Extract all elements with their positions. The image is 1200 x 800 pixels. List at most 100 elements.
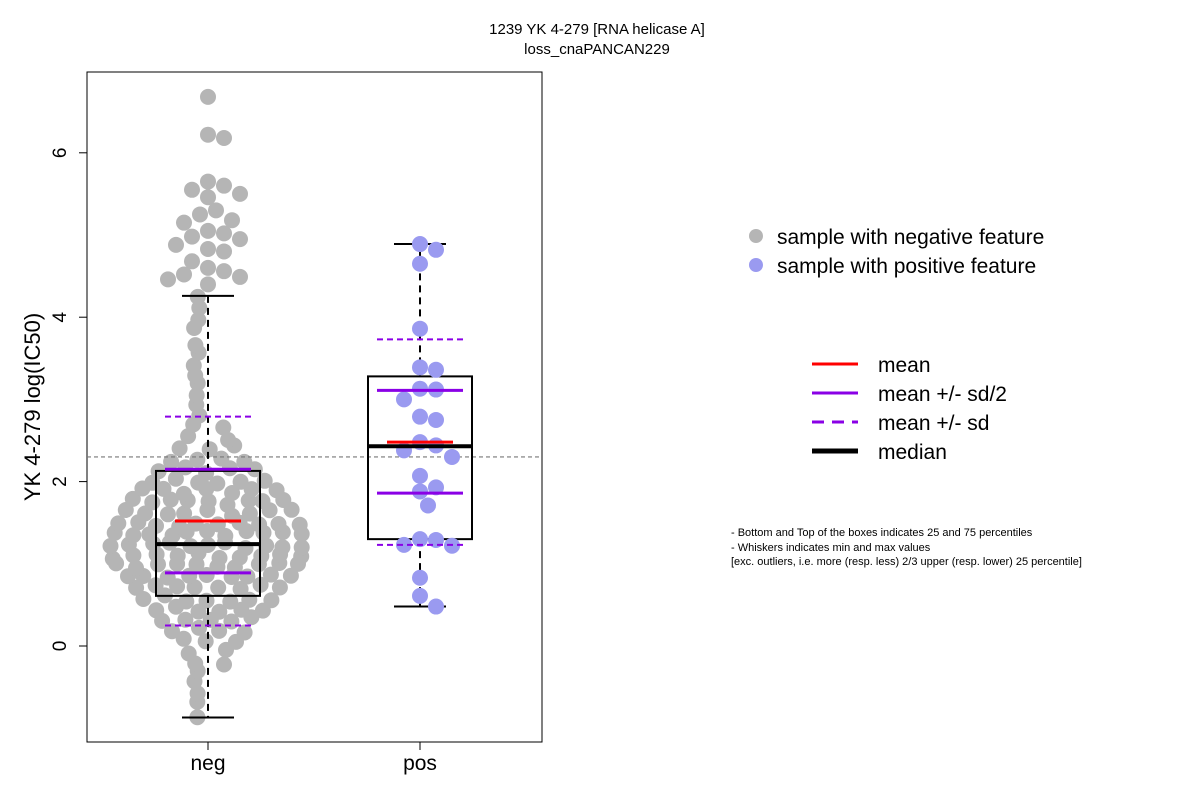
swarm-point [210, 579, 227, 596]
swarm-point [182, 538, 199, 555]
swarm-point [189, 451, 206, 468]
swarm-point [189, 685, 206, 702]
swarm-point [213, 450, 230, 467]
legend-label-negative: sample with negative feature [777, 226, 1044, 249]
swarm-point [232, 581, 249, 597]
swarm-point [169, 547, 186, 564]
swarm-point [159, 506, 176, 523]
legend-marker-negative [749, 229, 763, 243]
swarm-point [224, 485, 241, 501]
x-tick-label-pos: pos [403, 752, 437, 775]
swarm-point [241, 505, 258, 522]
swarm-point [177, 611, 194, 628]
y-axis-label: YK 4-279 log(IC50) [20, 313, 45, 501]
point-neg [216, 177, 232, 194]
swarm-point [144, 494, 161, 511]
point-neg [200, 259, 216, 276]
swarm-point [197, 633, 214, 650]
note-line-1: - Bottom and Top of the boxes indicates … [731, 527, 1033, 539]
stat-layer [156, 338, 472, 627]
swarm-point [274, 539, 291, 556]
point-pos [412, 320, 428, 337]
swarm-point [201, 441, 218, 458]
point-pos [412, 359, 428, 376]
swarm-point [189, 288, 206, 305]
point-pos [428, 361, 444, 378]
point-neg [160, 271, 176, 288]
swarm-point [104, 550, 121, 567]
swarm-point [211, 550, 228, 566]
point-pos [412, 569, 428, 586]
box-neg [155, 469, 261, 597]
swarm-point [268, 482, 285, 499]
legend-label-positive: sample with positive feature [777, 255, 1036, 278]
point-neg [224, 212, 240, 229]
legend-label-mean: mean [878, 354, 931, 377]
point-neg [216, 225, 232, 242]
notes: - Bottom and Top of the boxes indicates … [731, 527, 1082, 568]
note-line-2: - Whiskers indicates min and max values [731, 542, 931, 554]
point-pos [420, 497, 436, 514]
swarm-point [102, 538, 119, 554]
swarm-point [175, 630, 192, 647]
point-pos [428, 598, 444, 615]
swarm-point [291, 516, 308, 533]
x-axis: neg pos [190, 742, 437, 775]
legend-marker-positive [749, 258, 763, 272]
point-pos [428, 411, 444, 428]
plot-area [86, 71, 543, 743]
point-pos [396, 391, 412, 408]
y-tick-label: 0 [50, 641, 71, 652]
chart-subtitle: loss_cnaPANCAN229 [524, 41, 670, 58]
point-pos [396, 536, 412, 553]
swarm-point [190, 311, 207, 328]
point-neg [200, 126, 216, 143]
point-neg [216, 263, 232, 280]
note-line-3: [exc. outliers, i.e. more (resp. less) 2… [731, 556, 1082, 568]
swarm-point [258, 537, 275, 554]
legend: sample with negative feature sample with… [749, 226, 1044, 464]
swarm-point [209, 516, 226, 533]
point-neg [232, 268, 248, 285]
swarm-point [200, 493, 217, 510]
swarm-point [125, 527, 142, 544]
point-neg [208, 202, 224, 219]
point-neg [184, 181, 200, 198]
point-neg [184, 253, 200, 270]
swarm-point [236, 624, 253, 641]
point-pos [444, 448, 460, 465]
swarm-point [217, 527, 234, 544]
point-pos [412, 467, 428, 484]
point-pos [412, 236, 428, 253]
swarm-point [187, 337, 204, 354]
swarm-point [254, 493, 271, 510]
swarm-point [128, 560, 144, 576]
point-pos [428, 241, 444, 258]
point-neg [192, 206, 208, 223]
legend-label-half-sd: mean +/- sd/2 [878, 383, 1007, 406]
swarm-point [222, 593, 239, 610]
swarm-point [171, 518, 188, 535]
point-neg [184, 228, 200, 245]
swarm-point [198, 465, 215, 482]
point-neg [200, 222, 216, 239]
point-pos [412, 587, 428, 604]
point-neg [232, 185, 248, 202]
swarm-layer [102, 288, 310, 726]
swarm-point [236, 453, 253, 470]
swarm-point [209, 475, 226, 492]
swarm-point [270, 516, 287, 532]
legend-label-median: median [878, 441, 947, 464]
swarm-point [293, 539, 310, 556]
swarm-point [282, 567, 299, 584]
point-neg [168, 236, 184, 253]
x-tick-label-neg: neg [190, 752, 225, 775]
swarm-point [128, 579, 145, 596]
swarm-point [262, 566, 279, 583]
y-tick-label: 6 [50, 148, 71, 159]
point-neg [176, 266, 192, 283]
swarm-point [232, 473, 249, 490]
swarm-point [171, 440, 188, 457]
y-tick-label: 2 [50, 476, 71, 487]
